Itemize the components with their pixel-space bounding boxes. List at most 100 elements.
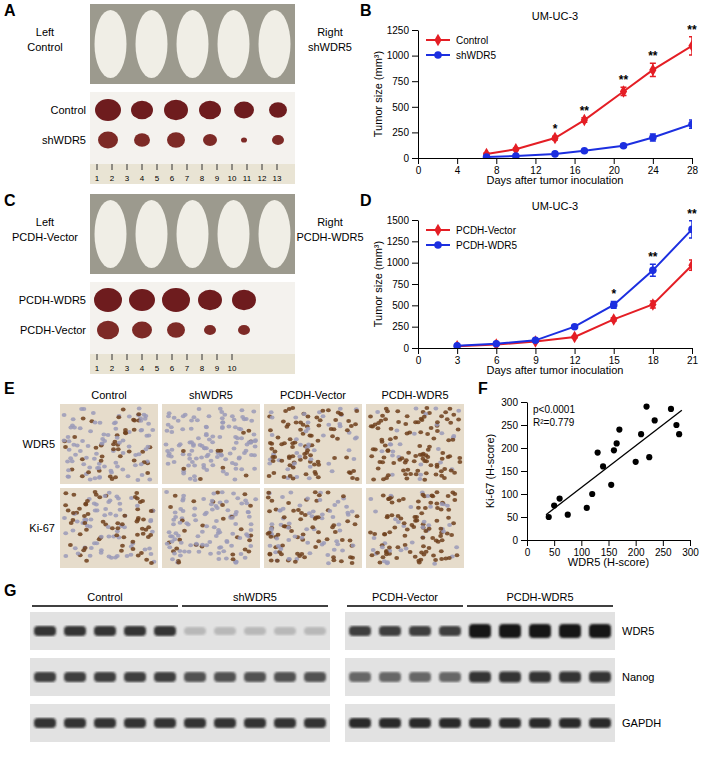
cell xyxy=(308,465,313,469)
cell xyxy=(381,555,386,559)
side-label: Right xyxy=(317,26,343,38)
cell xyxy=(71,493,76,497)
tumor xyxy=(132,322,152,339)
cell xyxy=(146,525,151,529)
tick-mark xyxy=(412,348,418,349)
cell xyxy=(171,518,176,522)
tumor-photo xyxy=(90,92,295,184)
tick: 0 xyxy=(403,153,418,164)
band xyxy=(124,626,146,636)
tick: 50 xyxy=(549,540,561,558)
cell xyxy=(210,507,215,511)
cell xyxy=(373,510,378,514)
tick-label: 1000 xyxy=(387,50,410,61)
ruler-tick xyxy=(97,164,98,170)
tumor xyxy=(238,325,250,335)
band xyxy=(529,672,551,683)
cell xyxy=(249,528,254,532)
cell xyxy=(449,533,454,537)
cell xyxy=(115,521,120,525)
cell xyxy=(220,503,225,507)
cell xyxy=(331,523,336,527)
cell xyxy=(102,513,107,517)
cell xyxy=(220,490,225,494)
cell xyxy=(147,478,152,482)
cell xyxy=(435,424,440,428)
cell xyxy=(66,475,71,479)
cell xyxy=(458,460,463,464)
cell xyxy=(388,496,393,500)
ruler-tick xyxy=(202,164,203,170)
cell xyxy=(329,427,334,431)
group-label: Control xyxy=(87,591,122,603)
cell xyxy=(435,420,440,424)
cell xyxy=(210,499,215,503)
cell xyxy=(373,447,378,451)
ruler-number: 10 xyxy=(228,364,237,373)
cell xyxy=(75,443,80,447)
cell xyxy=(353,436,358,440)
cell xyxy=(418,477,423,481)
cell xyxy=(386,448,391,452)
ruler-number: 4 xyxy=(140,364,145,373)
cell xyxy=(207,540,212,544)
cell xyxy=(421,526,426,530)
group-underline xyxy=(32,605,178,607)
x-axis-title: Days after tumor inoculation xyxy=(487,174,624,186)
tick: 1250 xyxy=(387,236,418,247)
cell xyxy=(176,561,181,565)
cell xyxy=(333,530,338,534)
cell xyxy=(369,424,374,428)
mouse xyxy=(95,10,127,78)
cell xyxy=(172,416,177,420)
tick-label: 750 xyxy=(392,279,409,290)
cell xyxy=(355,477,360,481)
cell xyxy=(172,460,177,464)
cell xyxy=(402,521,407,525)
cell xyxy=(141,532,146,536)
cell xyxy=(86,512,91,516)
cell xyxy=(279,459,284,463)
cell xyxy=(94,452,99,456)
cell xyxy=(216,528,221,532)
plot-area xyxy=(483,37,692,158)
cell xyxy=(452,498,457,502)
cell xyxy=(120,522,125,526)
cell xyxy=(220,466,225,470)
panel-label: C xyxy=(4,192,16,209)
tick-mark xyxy=(575,158,576,164)
cell xyxy=(139,428,144,432)
cell xyxy=(439,474,444,478)
cell xyxy=(345,428,350,432)
cell xyxy=(414,518,419,522)
cell xyxy=(231,492,236,496)
tick: 100 xyxy=(501,489,527,500)
cell xyxy=(420,525,425,529)
band xyxy=(439,672,461,682)
cell xyxy=(136,516,141,520)
cell xyxy=(93,490,98,494)
cell xyxy=(237,536,242,540)
cell xyxy=(282,475,287,479)
cell xyxy=(418,473,423,477)
cell xyxy=(439,549,444,553)
cell xyxy=(403,472,408,476)
cell xyxy=(268,544,273,548)
cell xyxy=(190,460,195,464)
cell xyxy=(321,414,326,418)
cell xyxy=(291,476,296,480)
cell xyxy=(101,433,106,437)
ruler-number: 6 xyxy=(170,364,175,373)
ruler-tick xyxy=(232,354,233,360)
cell xyxy=(220,421,225,425)
cell xyxy=(299,536,304,540)
band xyxy=(244,627,266,635)
group-label: shWDR5 xyxy=(233,591,277,603)
marker xyxy=(532,335,539,347)
ruler-number: 9 xyxy=(215,364,220,373)
cell xyxy=(230,414,235,418)
cell xyxy=(439,508,444,512)
cell xyxy=(396,420,401,424)
ruler-number: 8 xyxy=(200,174,205,183)
cell xyxy=(385,515,390,519)
